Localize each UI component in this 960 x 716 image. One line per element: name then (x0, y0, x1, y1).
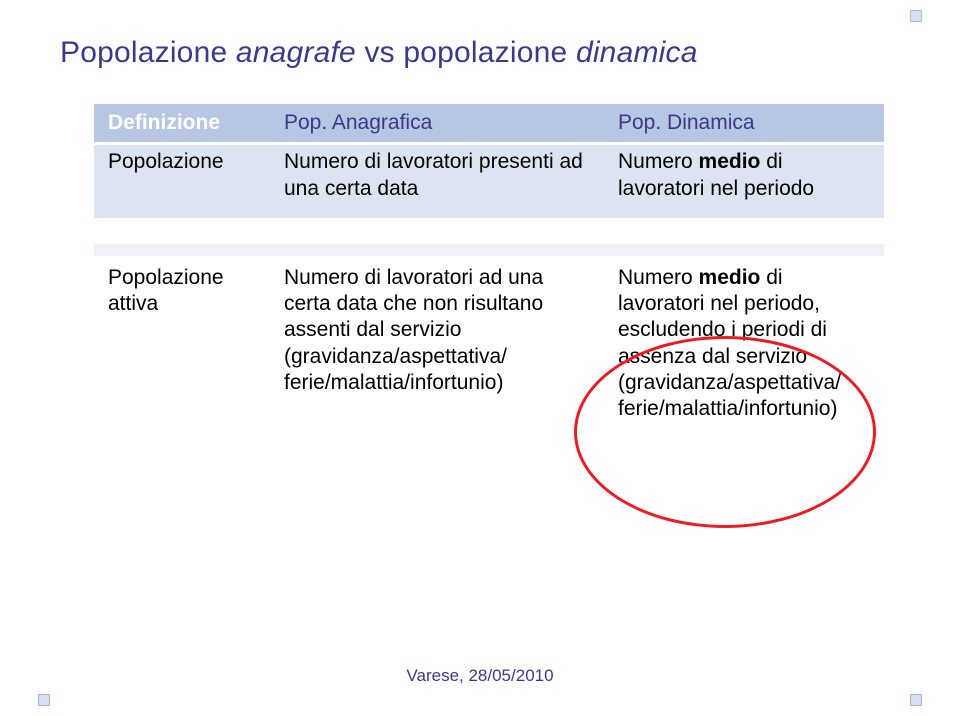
cell-dinamica-attiva-def: Numero medio di lavoratori nel periodo, … (604, 257, 884, 442)
header-cell-dinamica: Pop. Dinamica (604, 104, 884, 144)
title-italic1: anagrafe (236, 36, 356, 69)
header-spacer (270, 244, 604, 258)
corner-bullet-icon (910, 10, 922, 22)
header-spacer (94, 244, 270, 258)
cell-anagrafica-def: Numero di lavoratori presenti ad una cer… (270, 144, 604, 218)
slide-page: Popolazione anagrafe vs popolazione dina… (0, 0, 960, 716)
footer-text: Varese, 28/05/2010 (0, 666, 960, 686)
cell-popolazione-attiva: Popolazione attiva (94, 257, 270, 442)
tables-container: Definizione Pop. Anagrafica Pop. Dinamic… (60, 104, 900, 442)
header-cell-definition: Definizione (94, 104, 270, 144)
header-label: Definizione (108, 111, 220, 134)
text-bold: medio (699, 266, 761, 289)
title-part2: vs popolazione (356, 36, 576, 69)
definition-table-2: Popolazione attiva Numero di lavoratori … (94, 244, 884, 443)
title-part1: Popolazione (60, 36, 236, 69)
table-row: Popolazione attiva Numero di lavoratori … (94, 257, 884, 442)
header-label: Pop. Anagrafica (284, 111, 432, 134)
page-title: Popolazione anagrafe vs popolazione dina… (60, 36, 900, 70)
definition-table-1: Definizione Pop. Anagrafica Pop. Dinamic… (94, 104, 884, 218)
table-row (94, 244, 884, 258)
text-bold: medio (699, 150, 761, 173)
cell-dinamica-def: Numero medio di lavoratori nel periodo (604, 144, 884, 218)
title-italic2: dinamica (576, 36, 698, 69)
header-label: Pop. Dinamica (618, 111, 755, 134)
corner-bullet-icon (38, 694, 50, 706)
corner-bullet-icon (910, 694, 922, 706)
header-cell-anagrafica: Pop. Anagrafica (270, 104, 604, 144)
table-row: Definizione Pop. Anagrafica Pop. Dinamic… (94, 104, 884, 144)
cell-popolazione: Popolazione (94, 144, 270, 218)
text-pre: Numero (618, 150, 699, 173)
header-spacer (604, 244, 884, 258)
cell-anagrafica-attiva-def: Numero di lavoratori ad una certa data c… (270, 257, 604, 442)
text-pre: Numero (618, 266, 699, 289)
table-row: Popolazione Numero di lavoratori present… (94, 144, 884, 218)
